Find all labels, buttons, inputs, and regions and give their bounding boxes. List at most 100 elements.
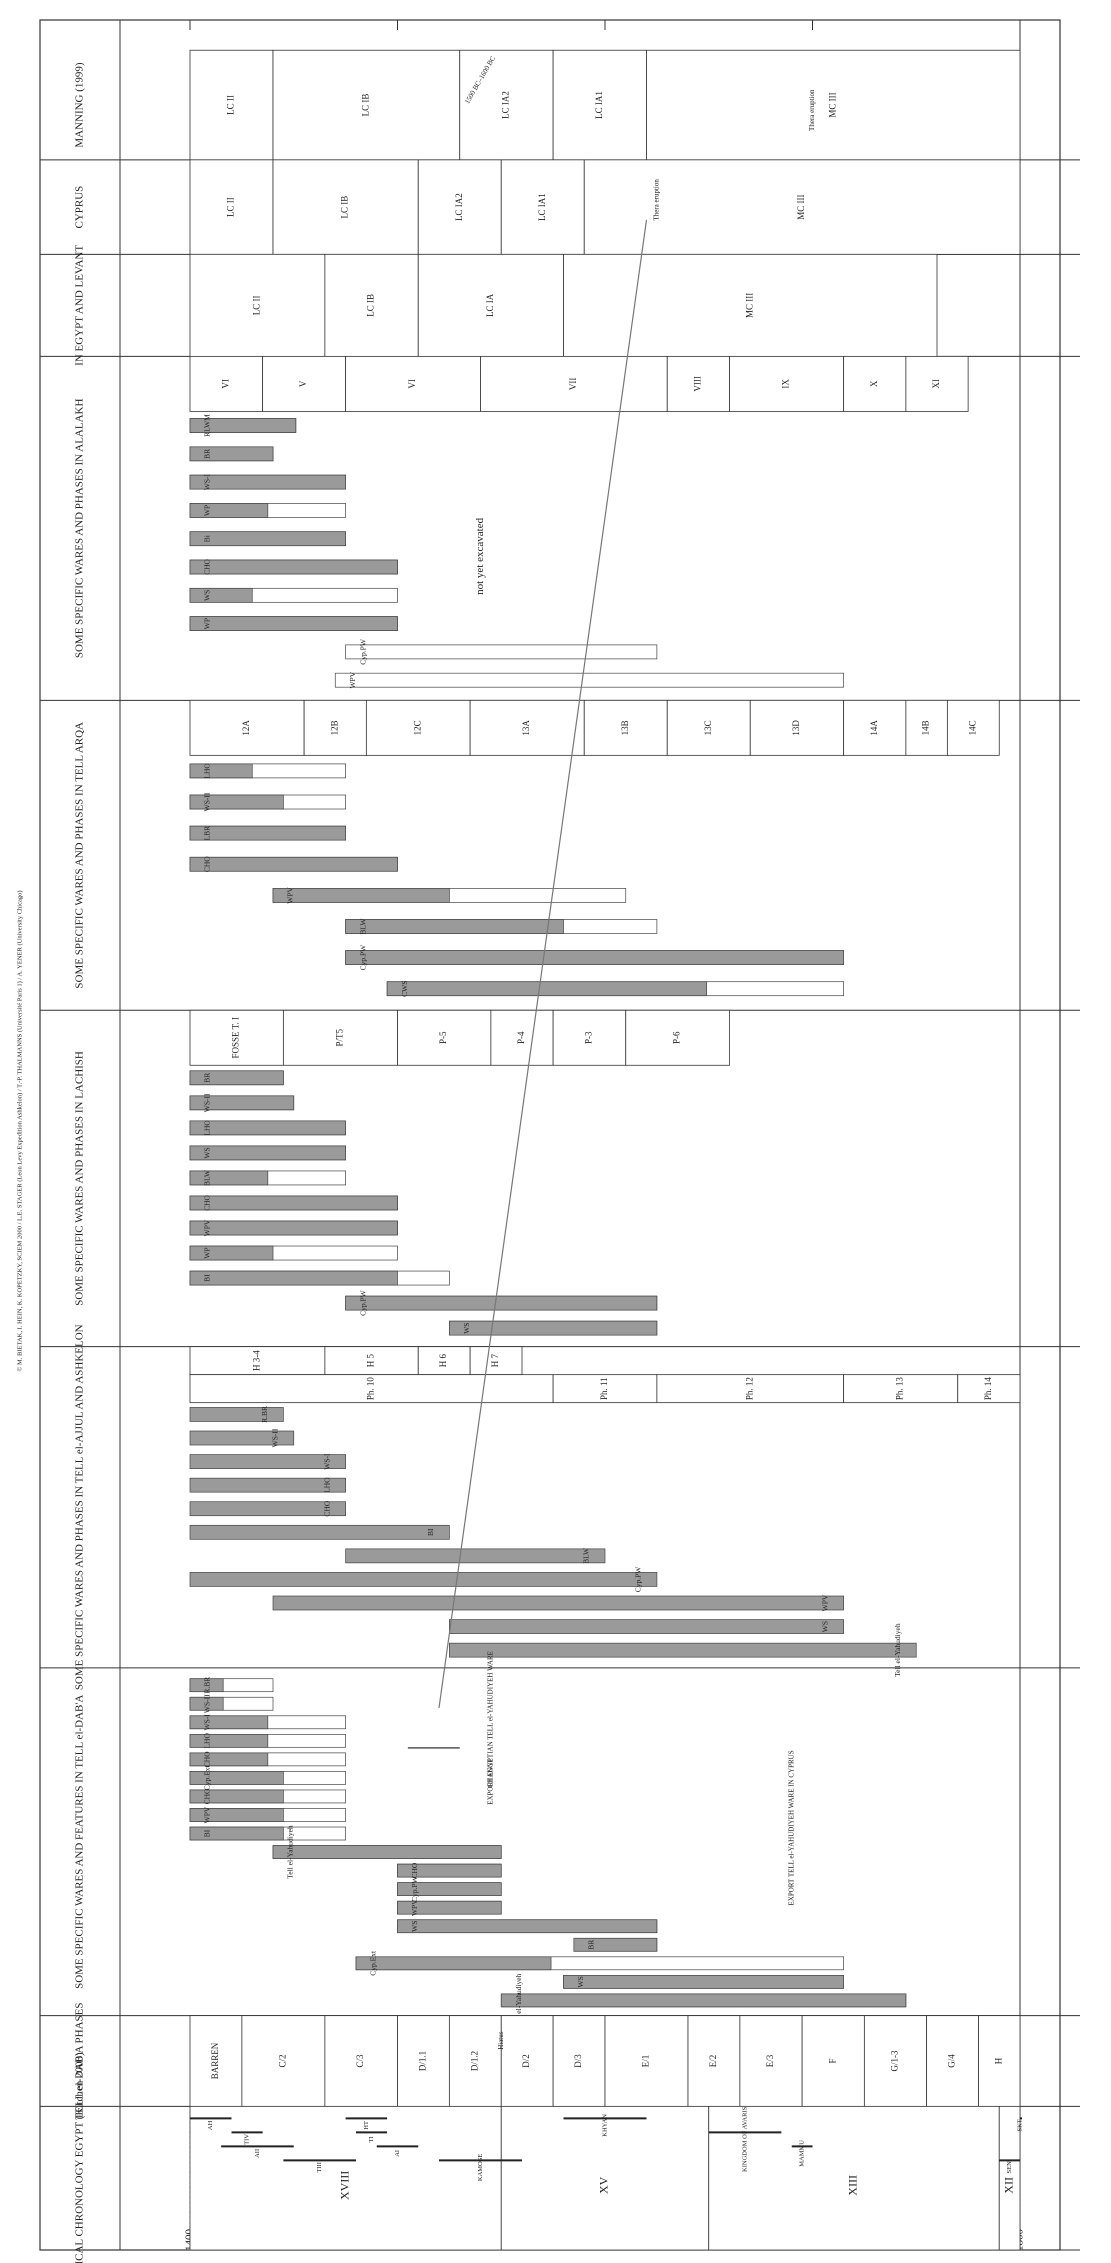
dabafeat-ware-bar [189,1789,284,1804]
dabafeat-ware-bar [397,1882,502,1896]
arqa-ware-label: Cyp.PW [358,944,367,971]
ajjul-phase-label: H 6 [438,1354,448,1368]
dabafeat-ware-bar [189,1715,269,1730]
lachish-ware-label: Cyp.PW [358,1289,367,1316]
egypt-ruler-label: KINGDOM OF AVARIS [742,2106,749,2172]
arqa-ware-bar [345,950,844,965]
dabafeat-ware-label: WS-I [203,1714,212,1731]
arqa-phase-label: 14A [869,720,879,736]
manning-phase-label: LC IA2 [501,91,511,119]
arqa-phase-cell [189,699,305,756]
dabafeat-ware-label: LHO [203,1733,212,1749]
lachish-ware-label: BLW [203,1169,212,1186]
egypt-ruler-label: KHYAN [601,2114,608,2137]
dabafeat-ware-bar [573,1937,658,1952]
arqa-ware-label: CWS [400,981,409,997]
daba-phase-label: E/1 [641,2055,651,2068]
daba-phase-cell [324,2015,398,2107]
lachish-phase-label: P-4 [516,1031,526,1044]
dabafeat-ware-label: Tell el-Yahudiyeh [514,1973,523,2027]
lachish-phase-label: P/T5 [335,1029,345,1047]
alalakh-ware-bar-outline [345,644,658,660]
lachish-phase-cell [189,1009,284,1066]
arqa-ware-label: CHO [203,856,212,872]
column-header-arqa: SOME SPECIFIC WARES AND PHASES IN TELL A… [74,722,86,989]
egypt-levant-phase-label: LC IB [366,294,376,317]
egypt-dynasty-label: XII [1001,2177,1015,2194]
lachish-ware-bar [449,1320,658,1336]
daba-phase-label: H [993,2057,1003,2064]
ashkelon-phase-label: Ph. 14 [983,1377,993,1401]
arqa-phase-label: 13B [620,720,630,735]
ajjul-ware-bar [189,1501,346,1517]
column-header-egypt: HISTORICAL CHRONOLOGY EGYPT (Kitchen 200… [74,2052,86,2263]
ajjul-ware-bar [189,1430,295,1446]
ajjul-ware-bar [449,1619,844,1634]
egypt-dynasty-label: XV [597,2176,611,2194]
ajjul-ware-bar [189,1407,284,1422]
arqa-phase-cell [666,699,751,756]
daba-phase-cell [604,2015,689,2107]
ashkelon-phase-label: Ph. 10 [366,1377,376,1401]
lachish-ware-label: WP [203,1247,212,1258]
column-header-alalakh: SOME SPECIFIC WARES AND PHASES IN ALALAK… [74,399,86,659]
dabafeat-ware-bar [189,1678,224,1693]
dabafeat-ware-bar [189,1826,284,1841]
dabafeat-ware-bar [397,1900,502,1915]
ajjul-phase-cell [189,1346,326,1376]
lachish-ware-label: BR [203,1073,212,1083]
daba-phase-label: BARREN [210,2042,220,2079]
alalakh-ware-bar [189,559,398,575]
alalakh-ware-label: BR [203,449,212,459]
alalakh-phase-label: VI [407,379,417,389]
daba-phase-cell [552,2015,606,2107]
arqa-ware-label: LHO [203,763,212,779]
ajjul-ware-label: WPV [820,1594,829,1611]
daba-phase-label: E/2 [708,2055,718,2068]
egypt-dynasty-cell [500,2105,710,2251]
alalakh-phase-label: X [869,380,879,387]
dabafeat-ware-label: WS [576,1976,585,1987]
egypt-ruler-label: HT [363,2121,370,2130]
dabafeat-ware-bar [189,1733,269,1748]
lachish-ware-label: WS-II [203,1093,212,1112]
ajjul-ware-label: CHO [322,1500,331,1516]
arqa-phase-label: 12C [412,720,422,735]
daba-phase-label: D/3 [573,2054,583,2068]
dabafeat-ware-bar [397,1863,502,1878]
dabafeat-ware-label: WS [410,1921,419,1932]
column-header-cyprus: CYPRUS [74,186,86,229]
arqa-ware-label: LBR [203,826,212,841]
egypt-dynasty-cell [998,2105,1021,2251]
egypt-ruler-label: TI [368,2136,375,2142]
lachish-ware-bar [189,1220,398,1236]
arqa-phase-cell [946,699,1000,756]
egypt-levant-phase-cell [189,253,326,357]
manning-phase-label: MC III [827,92,837,117]
daba-phase-label: G/4 [947,2054,957,2068]
lachish-ware-label: LHO [203,1120,212,1136]
egypt-levant-phase-label: MC III [744,293,754,318]
egypt-ruler-label: TIII [316,2162,323,2172]
manning-phase-label: LC IA1 [594,91,604,119]
manning-phase-cell [646,49,1021,161]
daba-phase-label: C/2 [277,2055,287,2068]
lachish-phase-cell [397,1009,492,1066]
alalakh-phase-cell [729,355,845,412]
dabafeat-note: EXPORT EGYPTIAN TELL el-YAHUDIYEH WARE [486,1651,494,1805]
ajjul-ware-label: Cyp.PW [634,1566,643,1593]
arqa-ware-bar [189,794,284,810]
ajjul-ware-label: BLW [582,1547,591,1564]
daba-phase-cell [739,2015,803,2107]
manning-phase-cell [459,49,554,161]
lachish-phase-cell [552,1009,627,1066]
dabafeat-ware-label: R.BR [203,1677,212,1694]
daba-phase-label: F [827,2059,837,2064]
arqa-phase-label: 14B [921,720,931,735]
column-header-dabafeat: SOME SPECIFIC WARES AND FEATURES IN TELL… [74,1695,86,1989]
daba-phase-cell [397,2015,450,2107]
column-header-ajjul: SOME SPECIFIC WARES AND PHASES IN TELL e… [74,1324,86,1690]
alalakh-phase-label: VII [568,378,578,391]
lachish-ware-bar [345,1295,658,1311]
lachish-ware-label: WS [462,1323,471,1334]
